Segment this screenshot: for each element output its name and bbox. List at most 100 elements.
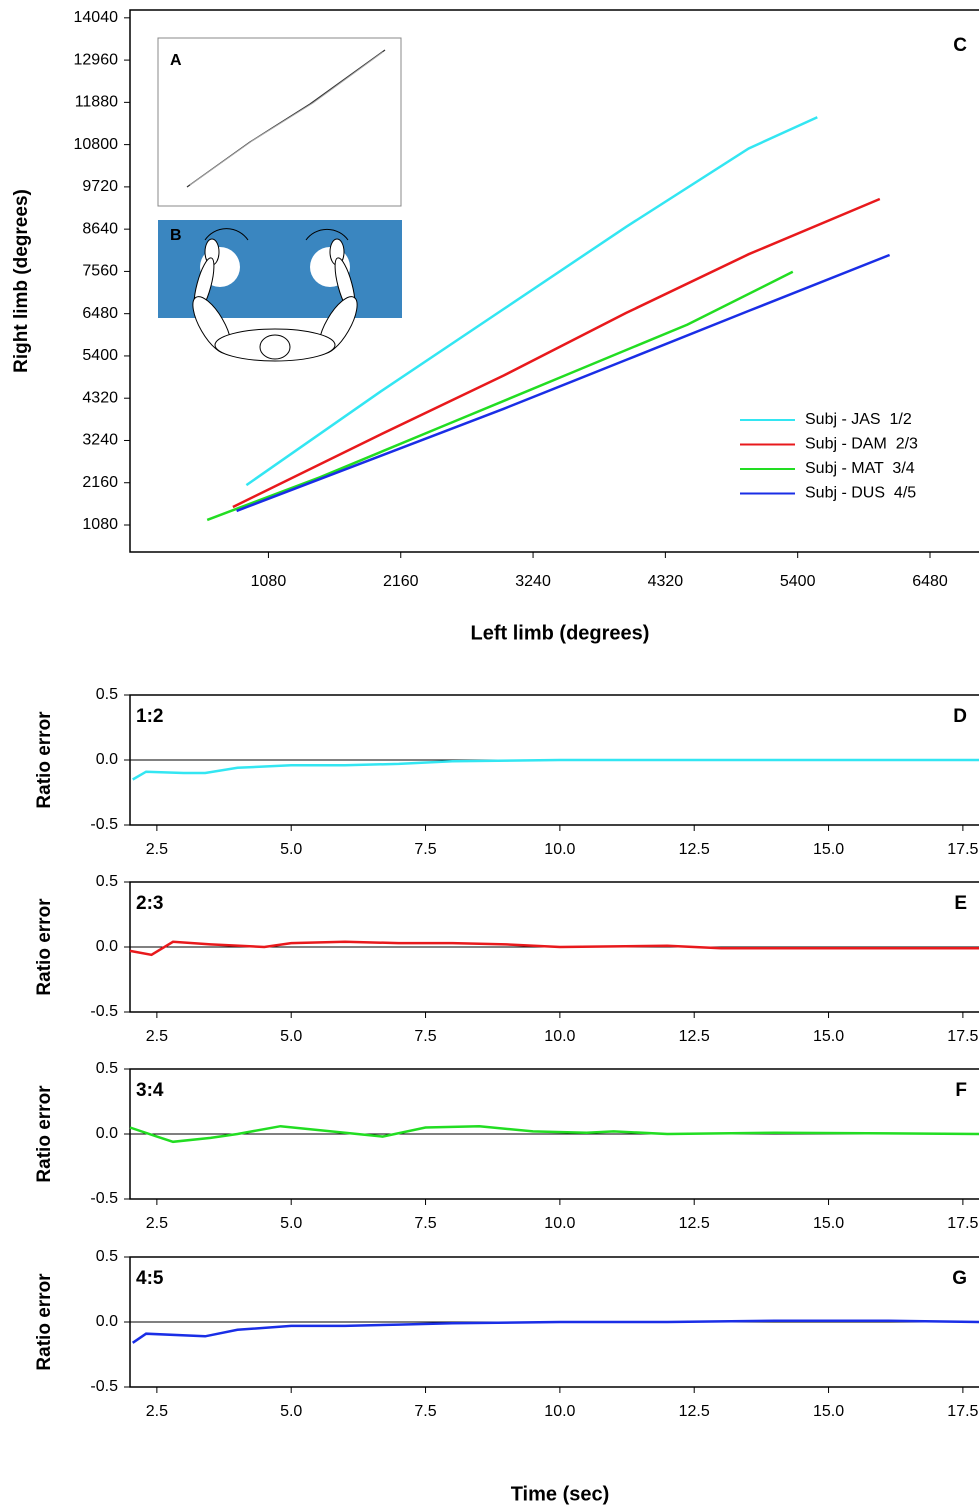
x-tick-label: 10.0 [544,1028,575,1045]
x-tick-label: 4320 [648,573,684,590]
y-tick-label: -0.5 [90,1378,118,1395]
panel-label: 1:2 [136,706,163,727]
series-line [245,116,818,487]
panel-label: G [952,1268,967,1289]
x-tick-label: 10.0 [544,1215,575,1232]
subject-figure [192,238,358,362]
y-tick-label: 0.5 [96,873,118,890]
y-tick-label: 1080 [82,516,118,533]
panel-label: D [953,706,967,727]
y-tick-label: 2160 [82,474,118,491]
y-axis-label: Ratio error [34,1273,55,1371]
panel-label: E [954,893,967,914]
chart: 0.5 0.0 -0.5 2.5 5.0 7.5 10.0 12.5 15.0 17.5 E 2:3 R… [34,873,979,1045]
y-tick-label: 14040 [74,9,119,26]
x-tick-label: 2.5 [146,841,168,858]
panel-label: 3:4 [136,1080,164,1101]
x-axis-label: Left limb (degrees) [471,622,650,644]
panel-label: 4:5 [136,1268,164,1289]
legend-label: Subj - DAM 2/3 [805,436,918,453]
y-axis-label: Ratio error [34,1085,55,1183]
y-tick-label: 0.0 [96,1125,118,1142]
panel-label: F [955,1080,967,1101]
chart: 0.5 0.0 -0.5 2.5 5.0 7.5 10.0 12.5 15.0 17.5 D 1:2 R… [34,686,979,858]
x-tick-label: 6480 [912,573,948,590]
x-tick-label: 2.5 [146,1403,168,1420]
series-line [236,253,891,513]
inset-label: A [170,52,182,69]
x-tick-label: 2160 [383,573,419,590]
y-tick-label: 11880 [75,94,118,111]
panel-label: 2:3 [136,893,163,914]
x-tick-label: 15.0 [813,1215,844,1232]
y-tick-label: 0.5 [96,1248,118,1265]
x-tick-label: 12.5 [679,1028,710,1045]
y-tick-label: 0.0 [96,751,118,768]
y-tick-label: 5400 [82,347,118,364]
x-tick-label: 10.0 [544,1403,575,1420]
inset-b: B [158,220,402,362]
head [259,334,291,360]
series-line [206,270,794,522]
x-tick-label: 12.5 [679,841,710,858]
y-tick-label: 0.0 [96,1313,118,1330]
y-tick-label: 9720 [82,178,118,195]
y-tick-label: 10800 [74,136,119,153]
x-tick-label: 5.0 [280,1403,302,1420]
chart: 0.5 0.0 -0.5 2.5 5.0 7.5 10.0 12.5 15.0 17.5 F 3:4 R… [34,1060,979,1232]
legend-label: Subj - JAS 1/2 [805,411,912,428]
series-line [131,1319,979,1344]
x-tick-label: 17.5 [947,1215,978,1232]
x-tick-label: 5400 [780,573,816,590]
inset-a: A [157,37,402,207]
inset-a-trace [189,51,384,186]
y-tick-label: 0.5 [96,1060,118,1077]
x-tick-label: 2.5 [146,1215,168,1232]
x-tick-label: 7.5 [414,1215,436,1232]
y-tick-label: 8640 [82,220,118,237]
legend-label: Subj - DUS 4/5 [805,485,916,502]
x-tick-label: 7.5 [414,1028,436,1045]
x-axis-label: Time (sec) [511,1483,610,1505]
x-tick-label: 7.5 [414,841,436,858]
inset-a-frame [157,37,402,207]
legend-label: Subj - MAT 3/4 [805,460,915,477]
rotation-arrow [204,228,249,241]
y-tick-label: -0.5 [90,1003,118,1020]
x-tick-label: 5.0 [280,1215,302,1232]
y-tick-label: -0.5 [90,1190,118,1207]
series-line [132,758,979,781]
x-tick-label: 12.5 [679,1215,710,1232]
x-tick-label: 15.0 [813,1403,844,1420]
chart: 0.5 0.0 -0.5 2.5 5.0 7.5 10.0 12.5 15.0 17.5 G 4:5 R… [34,1248,979,1505]
x-tick-label: 2.5 [146,1028,168,1045]
x-tick-label: 15.0 [813,841,844,858]
y-tick-label: 6480 [82,305,118,322]
series-line [129,1124,979,1144]
x-tick-label: 17.5 [947,1028,978,1045]
x-tick-label: 5.0 [280,1028,302,1045]
y-tick-label: -0.5 [90,816,118,833]
x-tick-label: 12.5 [679,1403,710,1420]
x-tick-label: 17.5 [947,841,978,858]
chart: 1080 2160 3240 4320 5400 6480 7560 8640 9720 1080… [11,9,979,644]
y-tick-label: 0.0 [96,938,118,955]
x-tick-label: 1080 [251,573,287,590]
x-tick-label: 15.0 [813,1028,844,1045]
panel-label: C [953,35,967,56]
y-axis-label: Right limb (degrees) [11,189,32,373]
y-axis-label: Ratio error [34,711,55,809]
y-tick-label: 3240 [82,432,118,449]
inset-label: B [170,227,182,244]
y-tick-label: 12960 [74,51,119,68]
y-tick-label: 4320 [82,389,118,406]
series-line [129,940,979,957]
plot-frame [129,9,979,553]
rotation-arrow [305,228,349,241]
x-tick-label: 3240 [515,573,551,590]
y-tick-label: 0.5 [96,686,118,703]
x-tick-label: 17.5 [947,1403,978,1420]
x-tick-label: 5.0 [280,841,302,858]
